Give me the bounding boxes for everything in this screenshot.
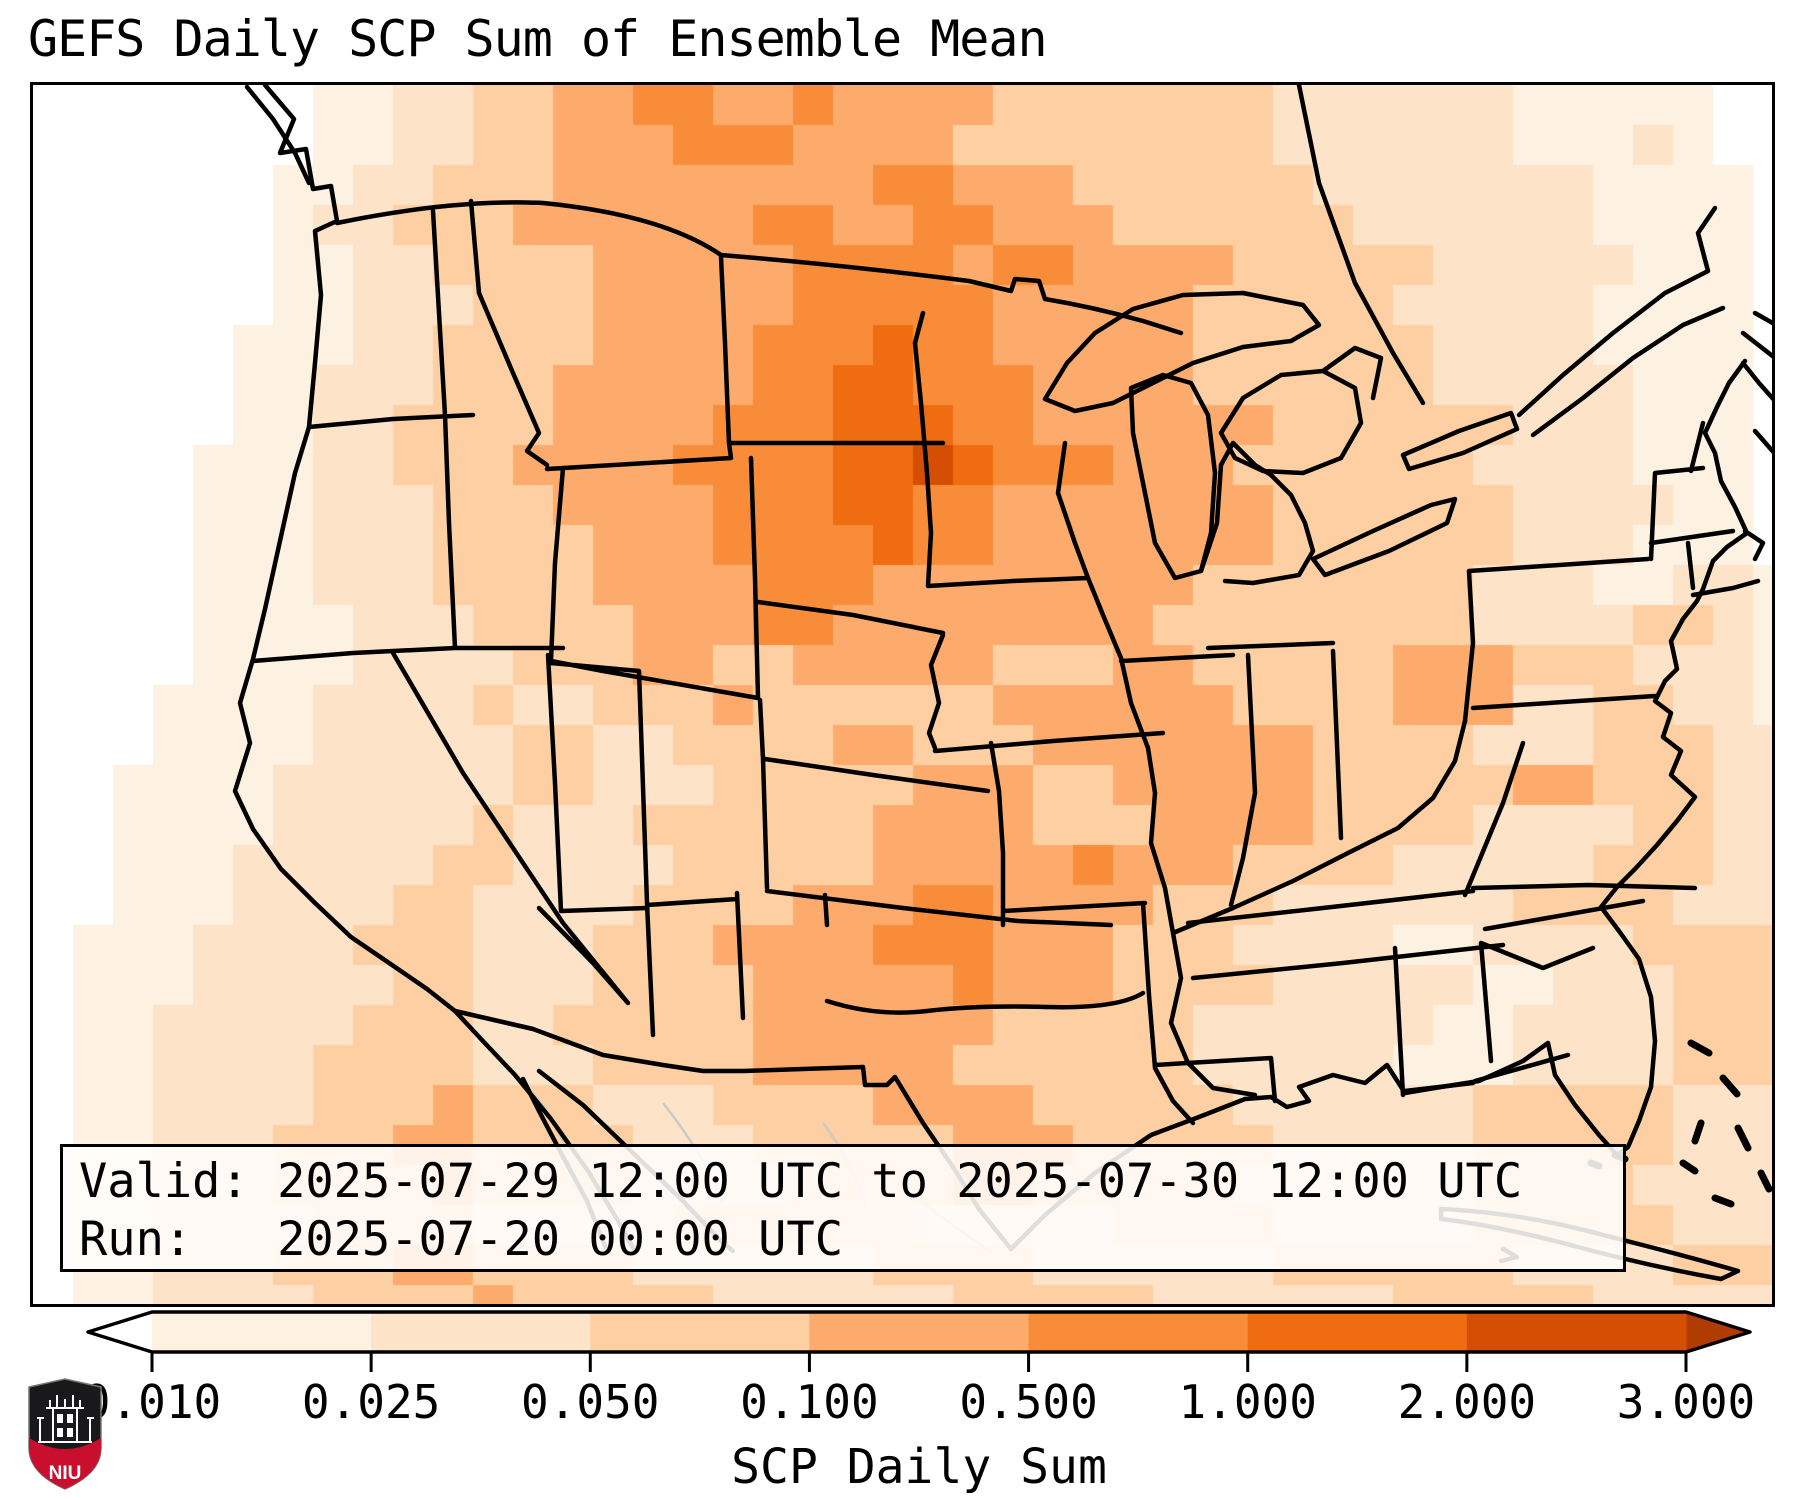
validity-info-box: Valid: 2025-07-29 12:00 UTC to 2025-07-3… [60, 1144, 1626, 1272]
valid-time-text: Valid: 2025-07-29 12:00 UTC to 2025-07-3… [79, 1154, 1523, 1209]
colorbar-axis-label: SCP Daily Sum [731, 1439, 1107, 1495]
pacific-coastline-path [232, 85, 458, 1014]
state-borders-west [250, 198, 946, 1038]
colorbar-tick-label: 0.050 [521, 1375, 659, 1429]
colorbar-segment [1028, 1312, 1249, 1352]
colorbar-segment [371, 1312, 591, 1352]
colorbar-segment [152, 1312, 372, 1352]
castle-icon [37, 1395, 94, 1443]
michigan-coast-path [1198, 440, 1316, 586]
state-borders-east [1462, 420, 1736, 898]
run-time-text: Run: 2025-07-20 00:00 UTC [79, 1212, 844, 1267]
logo-niu-text: NIU [49, 1463, 82, 1484]
us-canada-border-path [334, 200, 1184, 336]
colorbar-tick-label: 0.100 [740, 1375, 878, 1429]
great-lakes-outline [1042, 290, 1520, 581]
figure-title: GEFS Daily SCP Sum of Ensemble Mean [28, 10, 1048, 68]
colorbar-tick-label: 1.000 [1178, 1375, 1316, 1429]
map-axes: Valid: 2025-07-29 12:00 UTC to 2025-07-3… [30, 82, 1775, 1307]
colorbar-segment [809, 1312, 1030, 1352]
colorbar-tick-label: 0.500 [959, 1375, 1097, 1429]
colorbar-tick-label: 3.000 [1617, 1375, 1755, 1429]
state-borders-south [1185, 882, 1698, 1098]
colorbar-tick-label: 2.000 [1398, 1375, 1536, 1429]
colorbar: 0.010 0.025 0.050 0.100 0.500 1.000 2.000 3.000… [83, 1310, 1755, 1495]
logo-red-band [29, 1438, 101, 1489]
colorbar-segment [1247, 1312, 1468, 1352]
long-island-cape-cod-path [1690, 528, 1766, 598]
niu-logo: NIU [28, 1378, 102, 1490]
scp-heatmap-canvas [33, 85, 1772, 1304]
castle-windows [57, 1414, 73, 1437]
colorbar-over-arrow [1686, 1312, 1750, 1352]
colorbar-tick-label: 0.010 [83, 1375, 221, 1429]
state-borders-plains [755, 310, 1278, 1126]
colorbar-segment [1466, 1312, 1687, 1352]
colorbar-under-arrow [88, 1312, 152, 1352]
colorbar-segment [590, 1312, 811, 1352]
gulf-atlantic-coastline-path [1008, 358, 1750, 1252]
colorbar-tick-label: 0.025 [302, 1375, 440, 1429]
state-borders-midwest [1055, 440, 1468, 1098]
vancouver-island-icon [244, 85, 312, 186]
map-borders-overlay [232, 85, 1772, 1282]
st-lawrence-path [1296, 85, 1772, 454]
